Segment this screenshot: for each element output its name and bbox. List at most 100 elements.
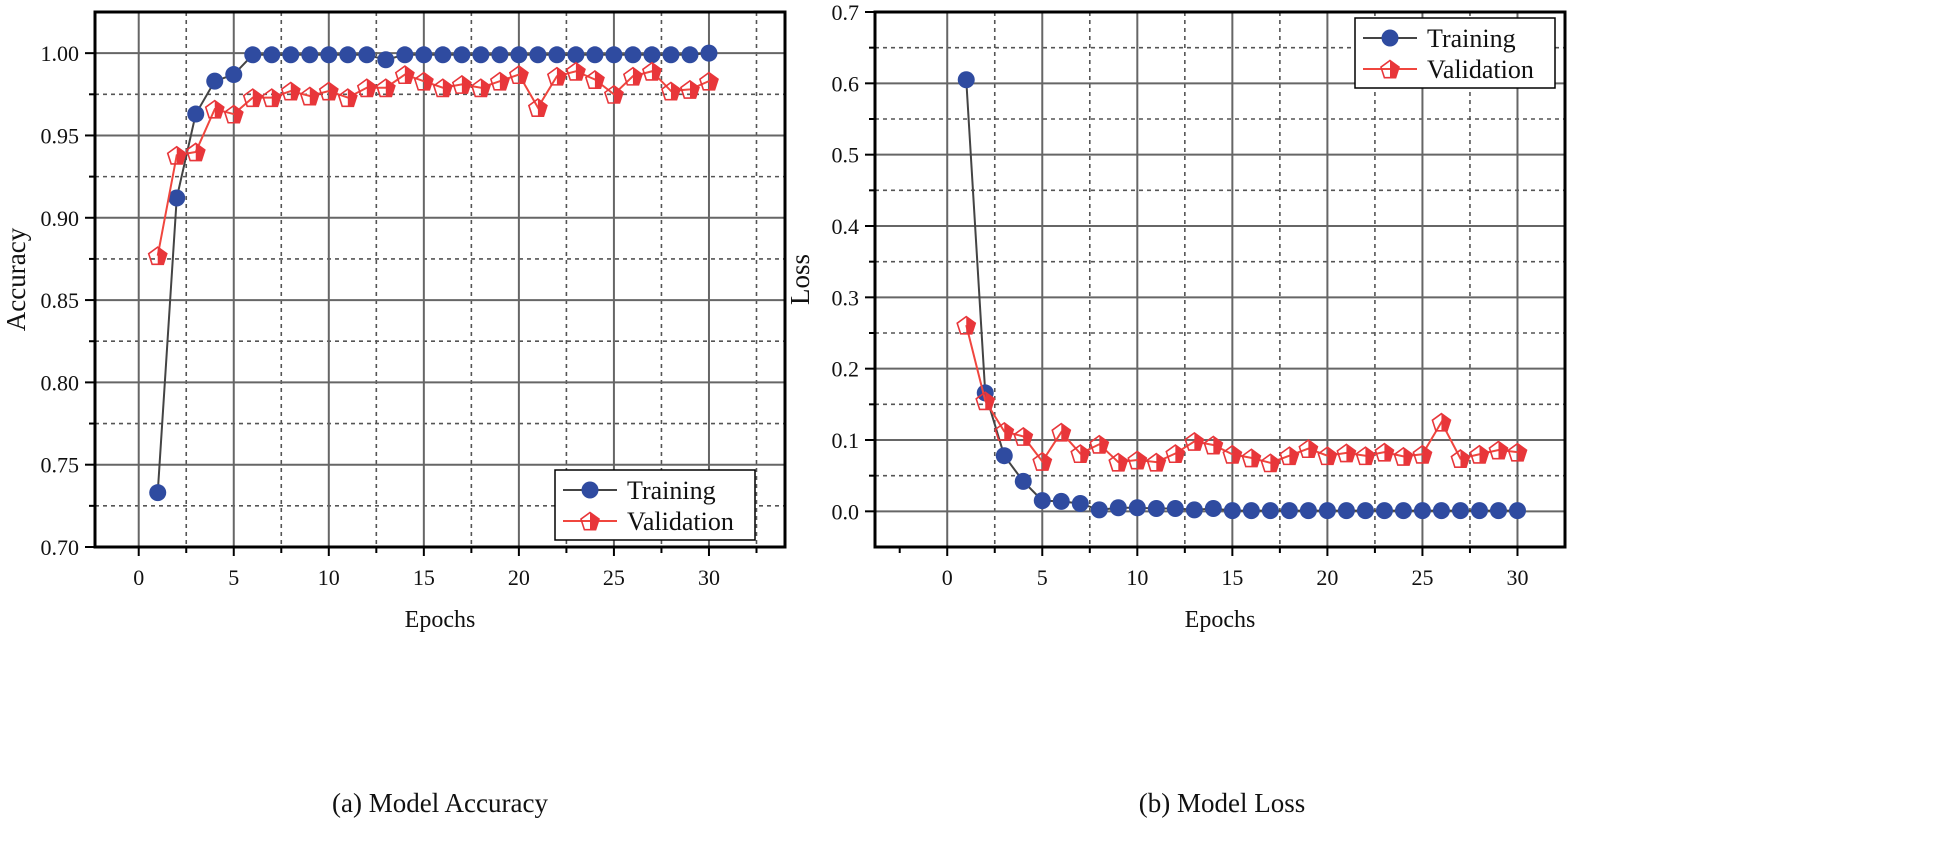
y-tick-label: 0.0 <box>832 499 860 524</box>
y-tick-label: 1.00 <box>41 41 80 66</box>
marker-outline <box>1184 431 1205 451</box>
data-point <box>508 65 529 85</box>
marker-outline <box>1051 422 1072 442</box>
marker-outline <box>508 65 529 85</box>
marker-outline <box>280 81 301 101</box>
marker-outline <box>261 88 282 108</box>
data-point <box>1223 502 1241 520</box>
data-point <box>375 78 396 98</box>
marker-outline <box>166 145 187 165</box>
data-point <box>1336 443 1357 463</box>
data-point <box>641 61 662 81</box>
marker-outline <box>1127 450 1148 470</box>
x-tick-label: 10 <box>1126 565 1148 590</box>
data-point <box>472 46 490 64</box>
data-point <box>679 79 700 99</box>
data-point <box>622 66 643 86</box>
data-point <box>956 315 977 335</box>
marker-outline <box>1450 449 1471 469</box>
data-point <box>586 46 604 64</box>
marker-outline <box>223 104 244 124</box>
data-point <box>1279 446 1300 466</box>
data-point <box>1108 452 1129 472</box>
marker-outline <box>1507 442 1528 462</box>
legend-label: Validation <box>1427 55 1534 84</box>
data-point <box>185 142 206 162</box>
marker-outline <box>1146 452 1167 472</box>
data-point <box>1469 444 1490 464</box>
x-tick-label: 15 <box>413 565 435 590</box>
x-tick-label: 0 <box>942 565 953 590</box>
data-point <box>356 78 377 98</box>
marker-outline <box>242 88 263 108</box>
y-tick-label: 0.80 <box>41 370 80 395</box>
data-point <box>662 46 680 64</box>
legend-marker <box>1380 59 1400 79</box>
x-tick-label: 0 <box>133 565 144 590</box>
data-point <box>994 421 1015 441</box>
data-point <box>1242 502 1260 520</box>
data-point <box>1394 502 1412 520</box>
marker-outline <box>565 61 586 81</box>
marker-outline <box>584 70 605 89</box>
data-point <box>320 46 338 64</box>
data-point <box>567 46 585 64</box>
x-tick-label: 20 <box>1316 565 1338 590</box>
marker-outline <box>375 78 396 98</box>
data-point <box>413 71 434 91</box>
data-point <box>242 88 263 108</box>
data-point <box>1318 502 1336 520</box>
marker-outline <box>470 78 491 98</box>
marker-outline <box>1469 444 1490 464</box>
marker-outline <box>1393 446 1414 466</box>
marker-outline <box>1317 446 1338 466</box>
data-point <box>1165 444 1186 464</box>
x-tick-label: 5 <box>1037 565 1048 590</box>
x-tick-label: 10 <box>318 565 340 590</box>
data-point <box>527 97 548 117</box>
data-point <box>700 44 718 62</box>
x-tick-label: 25 <box>1411 565 1433 590</box>
x-tick-label: 20 <box>508 565 530 590</box>
data-point <box>1032 451 1053 471</box>
legend-marker <box>581 481 599 499</box>
data-point <box>1393 446 1414 466</box>
data-point <box>434 46 452 64</box>
series-line <box>965 324 1518 464</box>
data-point <box>149 484 167 502</box>
marker-outline <box>679 79 700 99</box>
marker-outline <box>580 511 600 531</box>
data-point <box>975 391 996 411</box>
data-point <box>1488 440 1509 460</box>
data-point <box>318 81 339 101</box>
data-point <box>584 70 605 89</box>
data-point <box>1451 502 1469 520</box>
data-point <box>1356 502 1374 520</box>
data-point <box>510 46 528 64</box>
y-tick-label: 0.1 <box>832 428 860 453</box>
data-point <box>339 46 357 64</box>
marker-outline <box>698 71 719 91</box>
x-tick-label: 15 <box>1221 565 1243 590</box>
data-point <box>1355 446 1376 466</box>
data-point <box>1146 452 1167 472</box>
marker-outline <box>394 65 415 85</box>
marker-outline <box>337 88 358 108</box>
y-tick-label: 0.70 <box>41 535 80 560</box>
y-tick-label: 0.75 <box>41 453 80 478</box>
data-point <box>529 46 547 64</box>
legend-label: Validation <box>627 507 734 536</box>
marker-outline <box>994 421 1015 441</box>
data-point <box>1413 502 1431 520</box>
marker-outline <box>356 78 377 98</box>
marker-outline <box>1412 444 1433 464</box>
series-validation <box>147 61 719 266</box>
data-point <box>280 81 301 101</box>
chart-accuracy: 0 5 10 15 20 25 30 0.70 0.75 0.80 0.85 0.90 0.95 1.00… <box>1 10 787 818</box>
x-axis-label: Epochs <box>1185 607 1256 633</box>
data-point <box>432 78 453 98</box>
legend-label: Training <box>1427 24 1516 53</box>
series-line <box>965 79 1518 512</box>
marker-outline <box>956 315 977 335</box>
